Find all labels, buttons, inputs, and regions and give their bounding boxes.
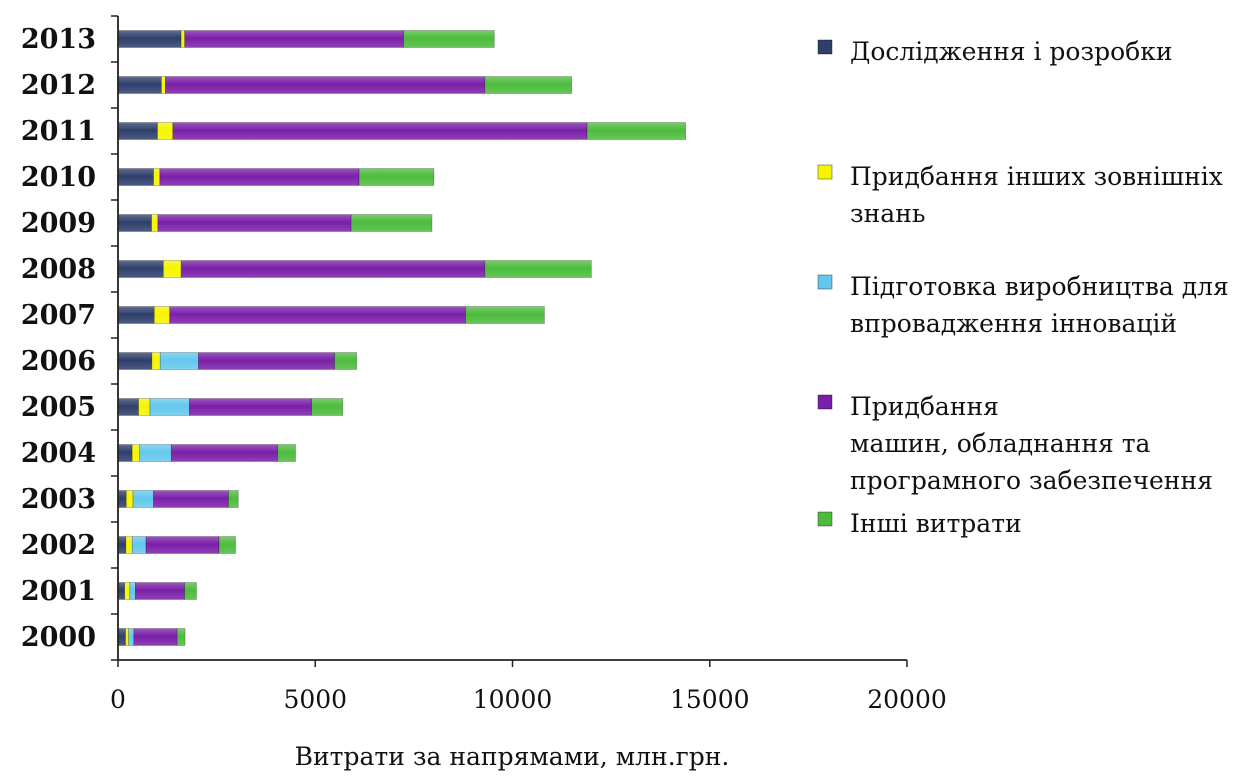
bar-segment-2007-series-2 — [153, 306, 170, 324]
x-tick-label-5000: 5000 — [283, 685, 347, 714]
category-label-2010: 2010 — [21, 162, 96, 193]
bar-segment-2006-series-3 — [159, 352, 199, 370]
x-tick-label-15000: 15000 — [670, 685, 750, 714]
bar-segment-2000-series-5 — [176, 628, 186, 646]
x-tick-label-20000: 20000 — [867, 685, 947, 714]
legend: Дослідження і розробки Придбання інших зо… — [817, 37, 1229, 538]
x-tick-label-10000: 10000 — [473, 685, 553, 714]
bar-segment-2004-series-5 — [277, 444, 296, 462]
bar-segment-2008-series-1 — [117, 260, 164, 278]
legend-label-5: Інші витрати — [850, 509, 1022, 538]
bar-segment-2013-series-2 — [180, 30, 185, 48]
bar-segment-2002-series-1 — [117, 536, 127, 554]
bar-segment-2013-series-1 — [117, 30, 182, 48]
bar-segment-2011-series-4 — [172, 122, 588, 140]
bar-segment-2006-series-4 — [198, 352, 335, 370]
bar-segment-2012-series-4 — [165, 76, 486, 94]
bar-segment-2008-series-4 — [180, 260, 486, 278]
bar-segment-2010-series-2 — [153, 168, 161, 186]
bar-segment-2011-series-5 — [586, 122, 686, 140]
bar-segment-2001-series-2 — [124, 582, 131, 600]
legend-swatch-5 — [817, 511, 833, 527]
category-label-2000: 2000 — [21, 622, 96, 653]
category-label-2011: 2011 — [21, 116, 96, 147]
bar-segment-2003-series-2 — [125, 490, 134, 508]
bar-segment-2002-series-4 — [145, 536, 220, 554]
bars-layer — [117, 30, 686, 646]
category-label-2008: 2008 — [21, 254, 96, 285]
bar-segment-2002-series-3 — [131, 536, 147, 554]
bar-segment-2004-series-1 — [117, 444, 133, 462]
bar-segment-2010-series-1 — [117, 168, 154, 186]
bar-segment-2006-series-5 — [334, 352, 357, 370]
legend-swatch-3 — [817, 274, 833, 290]
category-label-2013: 2013 — [21, 24, 96, 55]
category-label-2007: 2007 — [21, 300, 96, 331]
legend-label-4: Придбання машин, обладнання та програмного… — [850, 392, 1213, 495]
bar-segment-2012-series-2 — [161, 76, 166, 94]
bar-segment-2009-series-4 — [157, 214, 352, 232]
category-label-2009: 2009 — [21, 208, 96, 239]
bar-segment-2008-series-5 — [484, 260, 592, 278]
bar-segment-2010-series-4 — [159, 168, 360, 186]
x-tick-label-0: 0 — [110, 685, 126, 714]
bar-segment-2003-series-4 — [153, 490, 229, 508]
bar-segment-2006-series-1 — [117, 352, 153, 370]
legend-label-1: Дослідження і розробки — [850, 37, 1173, 66]
legend-label-3: Підготовка виробництва для впровадження і… — [850, 272, 1229, 338]
bar-segment-2009-series-5 — [350, 214, 433, 232]
bar-segment-2003-series-1 — [117, 490, 127, 508]
legend-swatch-4 — [817, 394, 833, 410]
bar-segment-2002-series-5 — [218, 536, 236, 554]
bar-segment-2000-series-4 — [133, 628, 178, 646]
category-label-2002: 2002 — [21, 530, 96, 561]
category-label-2006: 2006 — [21, 346, 96, 377]
bar-segment-2009-series-2 — [151, 214, 159, 232]
bar-segment-2012-series-5 — [484, 76, 572, 94]
bar-segment-2013-series-4 — [184, 30, 404, 48]
bar-segment-2000-series-2 — [125, 628, 129, 646]
legend-label-2: Придбання інших зовнішніх знань — [850, 162, 1223, 228]
legend-swatch-2 — [817, 164, 833, 180]
bar-segment-2007-series-1 — [117, 306, 155, 324]
bar-segment-2005-series-3 — [149, 398, 190, 416]
bar-segment-2000-series-1 — [117, 628, 126, 646]
bar-segment-2013-series-5 — [403, 30, 495, 48]
bar-segment-2001-series-4 — [135, 582, 185, 600]
category-label-2004: 2004 — [21, 438, 96, 469]
category-label-2003: 2003 — [21, 484, 96, 515]
bar-segment-2006-series-2 — [151, 352, 161, 370]
bar-segment-2005-series-2 — [138, 398, 151, 416]
bar-segment-2001-series-1 — [117, 582, 126, 600]
bar-segment-2007-series-4 — [169, 306, 466, 324]
bar-segment-2011-series-2 — [157, 122, 174, 140]
bar-segment-2007-series-5 — [465, 306, 545, 324]
bar-segment-2004-series-3 — [139, 444, 172, 462]
bar-segment-2001-series-5 — [184, 582, 197, 600]
bar-segment-2012-series-1 — [117, 76, 162, 94]
axes-layer: 2000 2001 2002 2003 2004 2005 2006 2007 2008 2009… — [21, 15, 947, 714]
legend-swatch-1 — [817, 39, 833, 55]
x-axis-title: Витрати за напрямами, млн.грн. — [295, 742, 730, 771]
bar-segment-2004-series-2 — [131, 444, 140, 462]
bar-segment-2003-series-3 — [132, 490, 154, 508]
bar-segment-2011-series-1 — [117, 122, 158, 140]
bar-segment-2004-series-4 — [170, 444, 279, 462]
bar-segment-2009-series-1 — [117, 214, 152, 232]
bar-segment-2010-series-5 — [358, 168, 435, 186]
bar-segment-2008-series-2 — [163, 260, 182, 278]
bar-segment-2002-series-2 — [125, 536, 133, 554]
category-label-2001: 2001 — [21, 576, 96, 607]
category-label-2005: 2005 — [21, 392, 96, 423]
bar-segment-2005-series-5 — [311, 398, 344, 416]
bar-segment-2000-series-3 — [128, 628, 135, 646]
bar-segment-2001-series-3 — [129, 582, 136, 600]
bar-segment-2005-series-1 — [117, 398, 139, 416]
bar-segment-2005-series-4 — [189, 398, 312, 416]
bar-segment-2003-series-5 — [228, 490, 239, 508]
category-label-2012: 2012 — [21, 70, 96, 101]
